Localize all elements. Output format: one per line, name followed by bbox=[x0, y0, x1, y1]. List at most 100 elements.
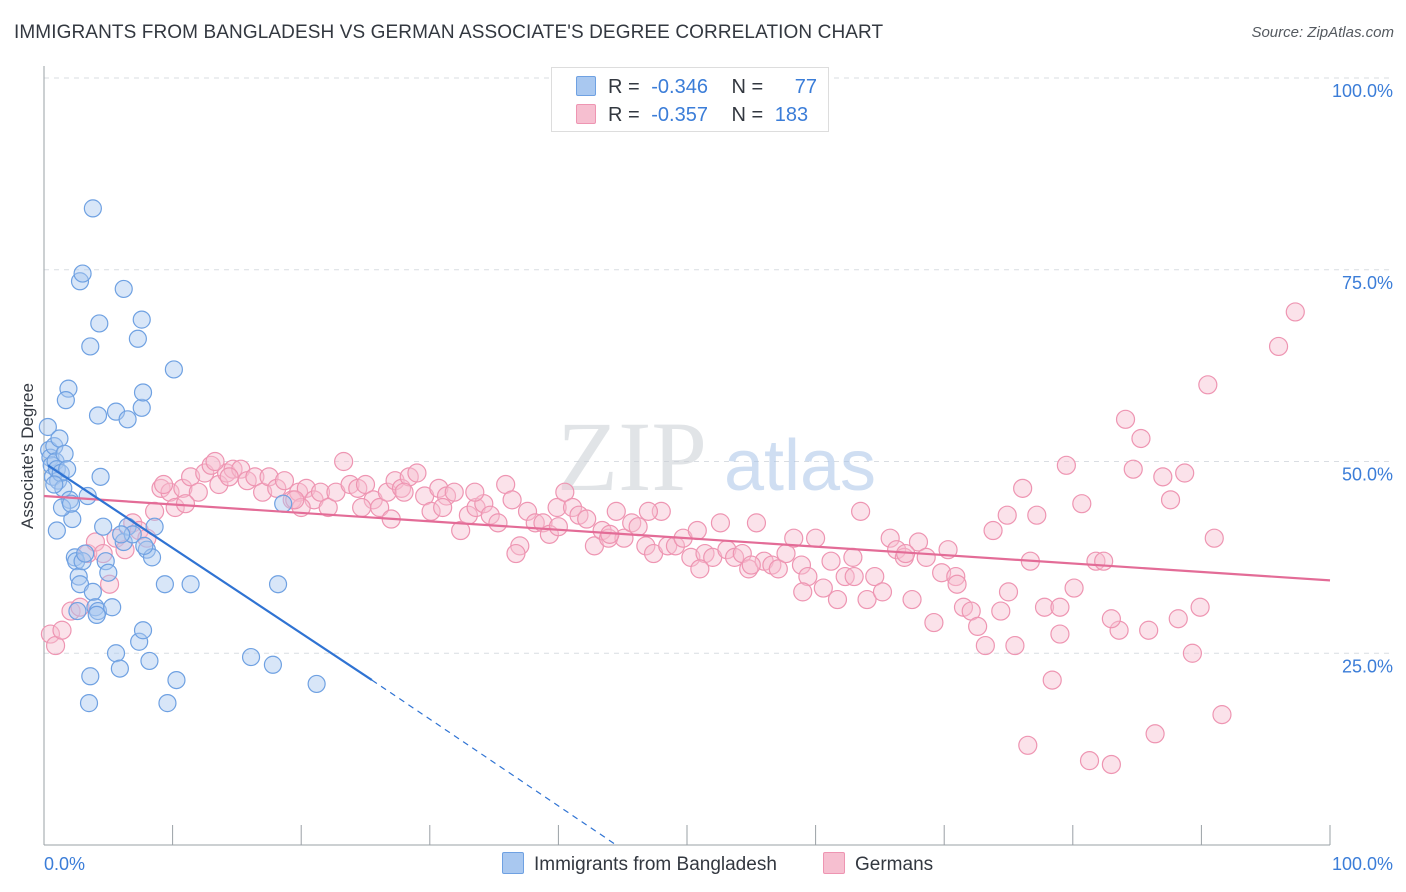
n-label: N = bbox=[731, 104, 764, 126]
bangladesh-point bbox=[56, 391, 75, 410]
germans-point bbox=[1094, 551, 1114, 571]
germans-trendline bbox=[43, 494, 1331, 582]
germans-point bbox=[433, 497, 453, 518]
germans-point bbox=[1050, 597, 1070, 617]
germans-point bbox=[606, 501, 626, 521]
germans-point bbox=[334, 451, 354, 472]
bangladesh-point bbox=[112, 525, 131, 544]
bangladesh-point bbox=[81, 667, 100, 686]
germans-point bbox=[205, 451, 225, 472]
germans-point bbox=[181, 467, 201, 487]
bangladesh-point bbox=[241, 647, 261, 667]
germans-point bbox=[687, 520, 707, 541]
germans-point bbox=[791, 555, 812, 575]
germans-point bbox=[983, 520, 1003, 541]
germans-point bbox=[165, 497, 185, 518]
germans-point bbox=[1198, 375, 1218, 395]
bangladesh-point bbox=[83, 582, 102, 601]
germans-point bbox=[1182, 643, 1202, 663]
germans-point bbox=[318, 497, 338, 518]
trend-lines bbox=[43, 464, 1331, 846]
germans-point bbox=[201, 455, 221, 475]
x-tick-label: 0.0% bbox=[44, 854, 85, 874]
germans-point bbox=[843, 547, 863, 567]
germans-point bbox=[1050, 624, 1070, 644]
germans-point bbox=[932, 563, 952, 583]
y-tick-label: 100.0% bbox=[1332, 81, 1393, 101]
germans-point bbox=[946, 566, 966, 587]
bangladesh-trendline bbox=[47, 464, 373, 682]
germans-point bbox=[1153, 467, 1173, 487]
bangladesh-point bbox=[81, 337, 100, 356]
bangladesh-trendline-extension bbox=[371, 679, 617, 846]
pink-swatch bbox=[823, 852, 845, 874]
y-tick-label: 75.0% bbox=[1342, 273, 1393, 293]
germans-point bbox=[975, 635, 995, 656]
grid-lines bbox=[44, 77, 1392, 654]
germans-point bbox=[1109, 620, 1129, 640]
germans-point bbox=[352, 497, 372, 518]
bangladesh-point bbox=[55, 444, 74, 463]
germans-point bbox=[245, 467, 265, 487]
germans-point bbox=[209, 474, 229, 495]
stats-legend: R = -0.346 N = 77 R = -0.357 N = 183 bbox=[551, 67, 829, 132]
bangladesh-point bbox=[106, 644, 126, 663]
n-label: N = bbox=[731, 76, 764, 98]
bangladesh-point bbox=[130, 632, 149, 651]
germans-point bbox=[377, 482, 397, 502]
germans-point bbox=[1131, 428, 1151, 449]
y-axis-label: Associate's Degree bbox=[18, 383, 37, 529]
bangladesh-point bbox=[91, 467, 110, 486]
bangladesh-point bbox=[114, 279, 133, 299]
bangladesh-point bbox=[88, 406, 108, 425]
bangladesh-point bbox=[110, 659, 129, 678]
germans-point bbox=[1056, 455, 1076, 475]
watermark: ZIP atlas bbox=[557, 401, 876, 512]
germans-point bbox=[444, 482, 464, 502]
bangladesh-point bbox=[132, 398, 151, 417]
germans-point bbox=[968, 616, 988, 637]
n-value: 183 bbox=[774, 104, 809, 126]
bangladesh-point bbox=[263, 655, 283, 674]
germans-point bbox=[793, 582, 813, 602]
bangladesh-point bbox=[99, 563, 118, 582]
germans-point bbox=[1123, 459, 1143, 479]
germans-point bbox=[851, 501, 871, 521]
germans-point bbox=[746, 513, 767, 533]
r-label: R = bbox=[608, 104, 640, 126]
germans-point bbox=[429, 478, 449, 498]
germans-point bbox=[310, 482, 331, 502]
germans-point bbox=[798, 566, 818, 587]
germans-point bbox=[451, 520, 471, 541]
germans-point bbox=[285, 490, 305, 510]
bangladesh-point bbox=[68, 601, 87, 621]
bangladesh-point bbox=[45, 475, 64, 494]
bangladesh-point bbox=[73, 264, 92, 283]
watermark-zip: ZIP bbox=[557, 401, 707, 512]
blue-swatch bbox=[502, 852, 524, 874]
germans-point bbox=[160, 482, 180, 502]
germans-point bbox=[880, 528, 900, 548]
germans-point bbox=[1168, 609, 1188, 629]
germans-point bbox=[1101, 609, 1121, 629]
germans-point bbox=[710, 513, 731, 533]
germans-point bbox=[1145, 724, 1165, 744]
germans-point bbox=[1160, 490, 1181, 510]
germans-point bbox=[394, 482, 414, 502]
bangladesh-point bbox=[140, 651, 159, 671]
germans-point bbox=[865, 566, 885, 587]
bangladesh-point bbox=[128, 329, 147, 348]
germans-point bbox=[636, 536, 656, 556]
germans-point bbox=[991, 601, 1011, 621]
germans-point bbox=[784, 528, 804, 548]
germans-point bbox=[1005, 635, 1025, 656]
bangladesh-points bbox=[38, 199, 326, 713]
bangladesh-point bbox=[52, 498, 72, 517]
germans-point bbox=[1175, 463, 1195, 483]
germans-point bbox=[355, 474, 376, 495]
germans-point bbox=[908, 532, 929, 552]
germans-point bbox=[40, 624, 61, 644]
bangladesh-point bbox=[164, 360, 183, 379]
bangladesh-point bbox=[38, 417, 57, 437]
bangladesh-point bbox=[94, 517, 113, 536]
